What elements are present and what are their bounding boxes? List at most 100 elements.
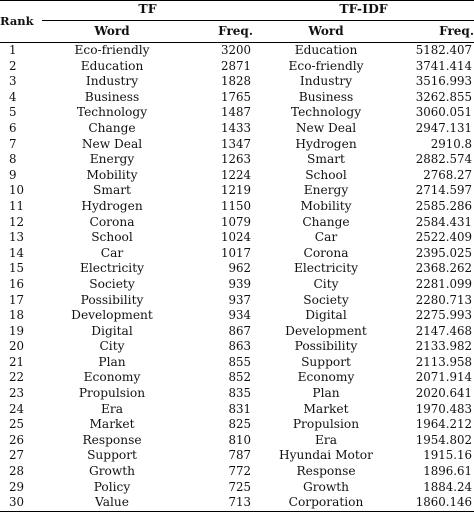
tf-freq-cell: 825: [228, 417, 251, 432]
table-row: 7 New Deal 1347 Hydrogen 2910.8: [0, 137, 474, 153]
tfidf-word-cell: Growth: [302, 479, 350, 494]
table-row: 23 Propulsion 835 Plan 2020.641: [0, 386, 474, 402]
tfidf-word-cell: Corona: [303, 245, 349, 260]
tf-freq-cell: 1487: [220, 105, 251, 120]
rank-cell: 20: [9, 339, 25, 354]
table-row: 15 Electricity 962 Electricity 2368.262: [0, 261, 474, 277]
rank-cell: 6: [9, 120, 17, 135]
table-row: 6 Change 1433 New Deal 2947.131: [0, 121, 474, 137]
rank-cell: 2: [9, 58, 17, 73]
table-row: 18 Development 934 Digital 2275.993: [0, 308, 474, 324]
table-row: 10 Smart 1219 Energy 2714.597: [0, 183, 474, 199]
tf-freq-cell: 1017: [220, 245, 251, 260]
tfidf-word-cell: Propulsion: [292, 417, 360, 432]
rank-cell: 28: [9, 464, 25, 479]
table-row: 28 Growth 772 Response 1896.61: [0, 464, 474, 480]
tf-word-cell: Response: [82, 432, 142, 447]
rank-cell: 5: [9, 105, 17, 120]
rank-cell: 11: [9, 198, 25, 213]
table-row: 2 Education 2871 Eco-friendly 3741.414: [0, 59, 474, 75]
tf-freq-cell: 1263: [220, 152, 251, 167]
tfidf-freq-cell: 1915.16: [423, 448, 472, 463]
table-row: 9 Mobility 1224 School 2768.27: [0, 168, 474, 184]
table-row: 11 Hydrogen 1150 Mobility 2585.286: [0, 199, 474, 215]
table-row: 1 Eco-friendly 3200 Education 5182.407: [0, 43, 474, 59]
tfidf-freq-cell: 2071.914: [415, 370, 472, 385]
tfidf-word-cell: Corporation: [288, 495, 364, 510]
tf-word-cell: New Deal: [81, 136, 143, 151]
tfidf-freq-cell: 1860.146: [415, 495, 472, 510]
tf-word-cell: Possibility: [80, 292, 144, 307]
tf-word-cell: Electricity: [80, 261, 144, 276]
rank-cell: 30: [9, 495, 25, 510]
table-row: 14 Car 1017 Corona 2395.025: [0, 246, 474, 262]
tf-word-cell: Support: [87, 448, 137, 463]
tf-word-cell: Growth: [88, 464, 136, 479]
rank-cell: 9: [9, 167, 17, 182]
tfidf-word-cell: Society: [303, 292, 349, 307]
tfidf-word-cell: Business: [298, 89, 354, 104]
tfidf-freq-cell: 2281.099: [415, 276, 472, 291]
tf-freq-cell: 939: [228, 276, 251, 291]
tfidf-word-cell: Technology: [290, 105, 362, 120]
tf-freq-header: Freq.: [218, 23, 253, 38]
tfidf-word-cell: Hyundai Motor: [279, 448, 373, 463]
tfidf-freq-cell: 2133.982: [415, 339, 472, 354]
tf-freq-cell: 962: [228, 261, 251, 276]
tf-freq-cell: 725: [228, 479, 251, 494]
tfidf-word-cell: City: [313, 276, 339, 291]
tfidf-freq-header: Freq.: [439, 23, 474, 38]
tfidf-freq-cell: 2714.597: [415, 183, 472, 198]
table-row: 5 Technology 1487 Technology 3060.051: [0, 105, 474, 121]
rank-cell: 27: [9, 448, 25, 463]
tf-freq-cell: 3200: [220, 43, 251, 57]
tfidf-freq-cell: 2522.409: [415, 230, 472, 245]
rank-cell: 18: [9, 308, 25, 323]
tf-word-cell: Eco-friendly: [74, 43, 150, 57]
rank-cell: 3: [9, 74, 17, 89]
tf-word-cell: Energy: [89, 152, 135, 167]
tfidf-group-header: TF-IDF: [253, 0, 474, 21]
tf-word-cell: Education: [80, 58, 144, 73]
tf-word-cell: Plan: [98, 354, 126, 369]
table-row: 27 Support 787 Hyundai Motor 1915.16: [0, 448, 474, 464]
table-row: 21 Plan 855 Support 2113.958: [0, 355, 474, 371]
table-row: 13 School 1024 Car 2522.409: [0, 230, 474, 246]
tf-word-header: Word: [94, 23, 130, 38]
tf-word-cell: City: [99, 339, 125, 354]
tfidf-word-cell: Change: [302, 214, 350, 229]
rank-cell: 17: [9, 292, 25, 307]
tfidf-freq-cell: 2280.713: [415, 292, 472, 307]
tfidf-freq-cell: 3262.855: [415, 89, 472, 104]
tfidf-word-cell: School: [305, 167, 347, 182]
tf-freq-cell: 863: [228, 339, 251, 354]
rank-cell: 1: [9, 43, 17, 57]
tfidf-word-cell: Market: [303, 401, 349, 416]
tf-group-header: TF: [42, 0, 253, 21]
tfidf-word-cell: New Deal: [295, 120, 357, 135]
table-row: 30 Value 713 Corporation 1860.146: [0, 495, 474, 512]
tf-freq-cell: 1433: [220, 120, 251, 135]
tf-freq-cell: 1024: [220, 230, 251, 245]
tfidf-word-cell: Response: [296, 464, 356, 479]
tfidf-freq-cell: 2395.025: [415, 245, 472, 260]
tf-word-cell: Corona: [89, 214, 135, 229]
rank-header: Rank: [0, 13, 34, 28]
tf-word-cell: Development: [71, 308, 153, 323]
tfidf-freq-cell: 1970.483: [415, 401, 472, 416]
rank-cell: 10: [9, 183, 25, 198]
tfidf-freq-cell: 1896.61: [423, 464, 472, 479]
tf-freq-cell: 835: [228, 386, 251, 401]
tf-freq-cell: 1765: [220, 89, 251, 104]
tf-word-cell: Industry: [85, 74, 139, 89]
tfidf-freq-cell: 1884.24: [423, 479, 472, 494]
tfidf-word-cell: Education: [294, 43, 358, 57]
tfidf-word-cell: Plan: [312, 386, 340, 401]
table-row: 16 Society 939 City 2281.099: [0, 277, 474, 293]
tf-word-cell: Society: [89, 276, 135, 291]
table-row: 26 Response 810 Era 1954.802: [0, 433, 474, 449]
tf-freq-cell: 852: [228, 370, 251, 385]
rank-cell: 24: [9, 401, 25, 416]
table-row: 25 Market 825 Propulsion 1964.212: [0, 417, 474, 433]
